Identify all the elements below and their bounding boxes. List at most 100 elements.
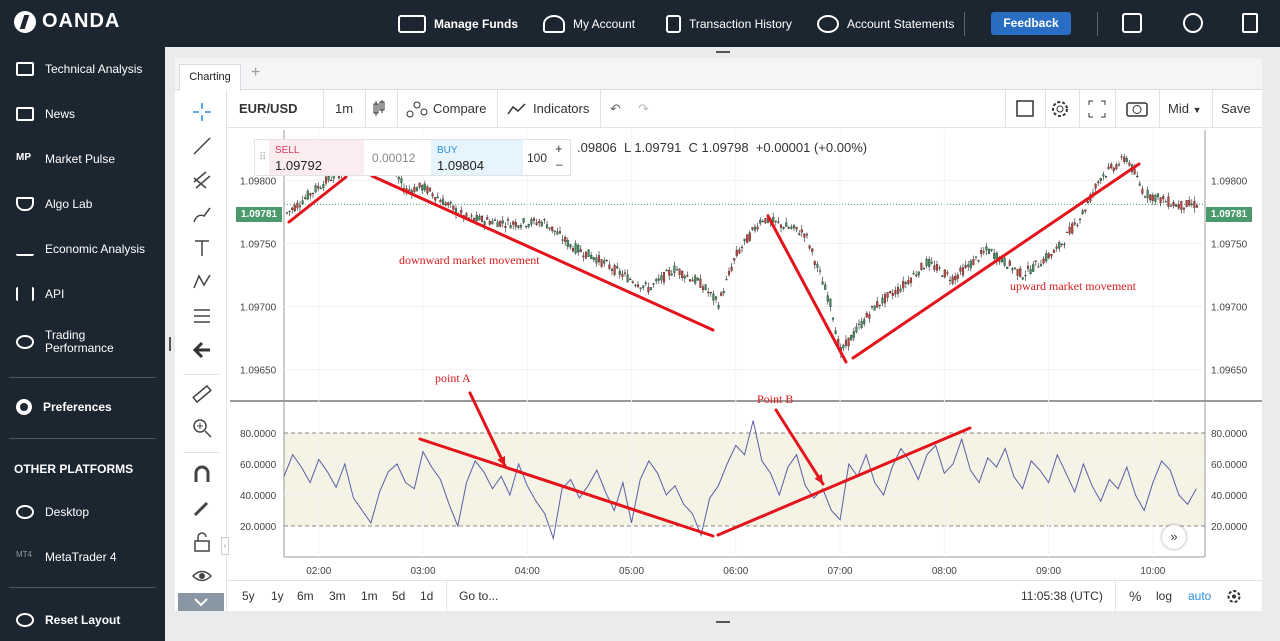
reset-icon [16, 613, 34, 627]
alerts-icon[interactable] [1122, 13, 1142, 33]
document-icon [666, 14, 681, 33]
zoom-in-icon[interactable] [192, 418, 212, 438]
sidebar-divider [9, 587, 156, 588]
sell-button[interactable]: SELL 1.09792 [269, 140, 364, 175]
log-toggle[interactable]: log [1156, 589, 1173, 603]
utc-clock: 11:05:38 (UTC) [1021, 589, 1103, 603]
tool-divider [183, 452, 219, 453]
symbol-selector[interactable]: EUR/USD [239, 101, 298, 116]
sidebar-item-economic-analysis[interactable]: Economic Analysis [0, 242, 165, 256]
annotation-downward: downward market movement [399, 253, 540, 267]
sidebar-item-market-pulse[interactable]: MP Market Pulse [0, 152, 165, 166]
undo-icon[interactable]: ↶ [610, 101, 621, 116]
sidebar-item-label: Trading Performance [45, 328, 114, 355]
sidebar-item-label: Technical Analysis [45, 61, 143, 76]
range-3m[interactable]: 3m [329, 589, 346, 603]
sidebar-item-algo-lab[interactable]: Algo Lab [0, 197, 165, 211]
goto-button[interactable]: Go to... [459, 589, 499, 603]
tab-charting[interactable]: Charting [179, 64, 241, 91]
percent-toggle[interactable]: % [1129, 588, 1142, 604]
sidebar-resize-handle[interactable] [169, 337, 171, 351]
nav-divider [1097, 12, 1098, 36]
settings-gear-icon[interactable] [1050, 90, 1070, 128]
top-resize-handle[interactable] [716, 51, 730, 53]
clock-icon [817, 14, 839, 33]
gear-icon [16, 399, 32, 415]
lock-pencil-icon[interactable] [192, 498, 212, 518]
chevron-down-icon: ▼ [1192, 105, 1202, 115]
account-statements-label: Account Statements [847, 16, 955, 31]
range-1y[interactable]: 1y [271, 589, 284, 603]
sidebar-item-news[interactable]: News [0, 107, 165, 121]
camera-icon[interactable] [1126, 90, 1148, 128]
spread-value: 0.00012 [372, 151, 416, 165]
nav-divider [964, 12, 965, 36]
range-1d[interactable]: 1d [420, 589, 434, 603]
arrow-left-icon[interactable] [192, 340, 212, 360]
account-statements-button[interactable]: Account Statements [817, 0, 954, 47]
ohlc-legend: .09806 L 1.09791 C 1.09798 +0.00001 (+0.… [577, 140, 868, 155]
oanda-logo[interactable]: OANDA [14, 10, 120, 33]
interval-selector[interactable]: 1m [335, 101, 354, 116]
save-button[interactable]: Save [1221, 101, 1251, 116]
my-account-button[interactable]: My Account [543, 0, 635, 47]
sidebar-item-desktop[interactable]: Desktop [0, 505, 165, 519]
sidebar-item-trading-performance[interactable]: Trading Performance [0, 329, 165, 355]
pattern-icon[interactable] [192, 272, 212, 292]
sidebar-item-metatrader[interactable]: MT4 MetaTrader 4 [0, 550, 165, 564]
toolbar-divider [1079, 90, 1080, 128]
compare-button[interactable]: Compare [433, 101, 487, 116]
sidebar-item-technical-analysis[interactable]: Technical Analysis [0, 62, 165, 76]
auto-toggle[interactable]: auto [1188, 589, 1212, 603]
fullscreen-box-icon[interactable] [1016, 90, 1034, 128]
feedback-button[interactable]: Feedback [991, 12, 1071, 35]
more-tools-button[interactable] [178, 593, 224, 611]
unlock-icon[interactable] [192, 532, 212, 552]
fibonacci-icon[interactable] [192, 306, 212, 326]
redo-icon[interactable]: ↷ [638, 101, 649, 116]
range-5y[interactable]: 5y [242, 589, 255, 603]
transaction-history-button[interactable]: Transaction History [666, 0, 792, 47]
desktop-app-icon [16, 505, 34, 519]
manage-funds-label: Manage Funds [434, 16, 519, 31]
units-minus-button[interactable]: – [556, 157, 563, 171]
chat-icon[interactable] [1183, 13, 1203, 33]
manage-funds-button[interactable]: Manage Funds [398, 0, 518, 47]
current-price-tag-right: 1.09781 [1206, 207, 1252, 222]
text-tool-icon[interactable] [192, 238, 212, 258]
sidebar-item-label: Desktop [45, 504, 90, 519]
units-input[interactable]: 100 [527, 151, 548, 165]
candle-style-icon[interactable] [372, 90, 386, 128]
range-5d[interactable]: 5d [392, 589, 406, 603]
price-type-selector[interactable]: Mid ▼ [1168, 90, 1202, 128]
chart-settings-icon[interactable] [1226, 581, 1242, 624]
sidebar-item-preferences[interactable]: Preferences [0, 399, 165, 415]
sidebar-item-api[interactable]: API [0, 287, 165, 301]
add-tab-button[interactable]: + [251, 64, 261, 81]
indicators-button[interactable]: Indicators [533, 101, 590, 116]
expand-icon[interactable] [1088, 90, 1106, 128]
range-1m[interactable]: 1m [361, 589, 378, 603]
news-icon [16, 107, 34, 121]
magnet-icon[interactable] [192, 464, 212, 484]
drawing-toolbar [175, 90, 227, 611]
toolbar-divider [1159, 90, 1160, 128]
trend-line-icon[interactable] [192, 136, 212, 156]
units-plus-button[interactable]: + [555, 141, 563, 156]
brush-icon[interactable] [192, 204, 212, 224]
sidebar-divider [9, 438, 156, 439]
range-6m[interactable]: 6m [297, 589, 314, 603]
toolbar-divider [600, 90, 601, 128]
eye-icon[interactable] [192, 566, 212, 586]
buy-button[interactable]: BUY 1.09804 [431, 140, 523, 175]
logout-icon[interactable] [1242, 13, 1258, 33]
scroll-to-latest-button[interactable]: » [1162, 525, 1186, 549]
reset-layout-button[interactable]: Reset Layout [0, 613, 165, 627]
pitchfork-icon[interactable] [192, 170, 212, 190]
bottom-resize-handle[interactable] [716, 621, 730, 623]
ruler-icon[interactable] [192, 384, 212, 404]
economic-analysis-icon [16, 242, 34, 256]
crosshair-icon[interactable] [192, 102, 212, 122]
collapse-toolbar-button[interactable]: ‹ [221, 537, 229, 555]
drag-handle-icon[interactable]: ⠿ [259, 152, 267, 163]
